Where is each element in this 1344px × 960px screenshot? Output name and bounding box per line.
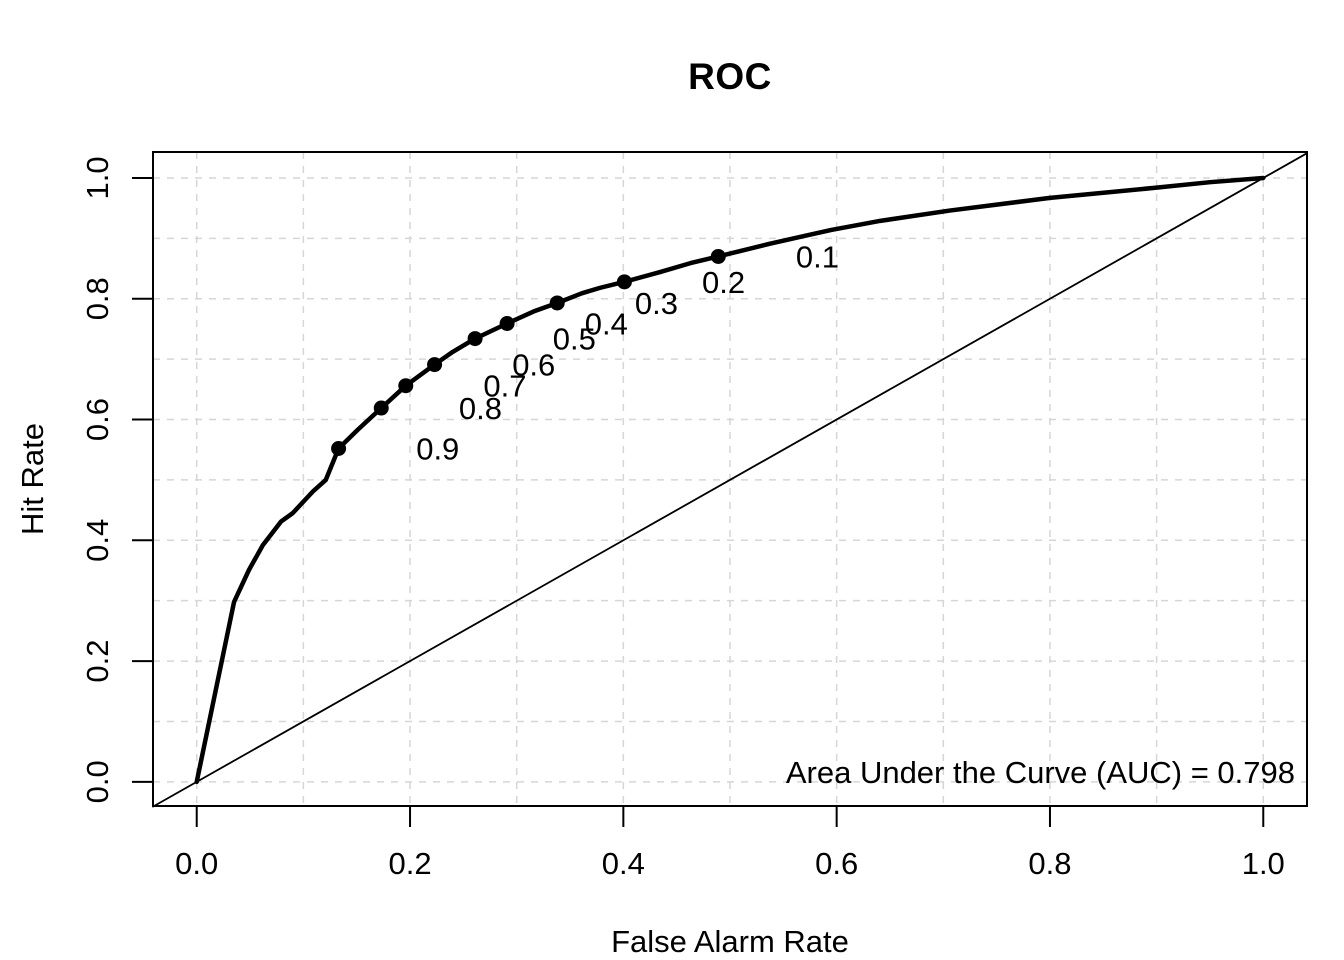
roc-threshold-label: 0.8 bbox=[459, 391, 502, 426]
chart-title: ROC bbox=[688, 56, 772, 97]
chance-line bbox=[152, 152, 1308, 808]
plot-border bbox=[152, 151, 1308, 807]
y-axis-tick-label: 1.0 bbox=[80, 156, 115, 199]
roc-threshold-point bbox=[427, 357, 443, 373]
roc-threshold-point bbox=[331, 441, 347, 457]
roc-threshold-label: 0.9 bbox=[416, 432, 459, 467]
x-axis-tick-label: 0.6 bbox=[815, 846, 858, 881]
y-axis-tick-label: 0.4 bbox=[80, 519, 115, 562]
roc-threshold-label: 0.1 bbox=[796, 239, 839, 274]
y-axis-title: Hit Rate bbox=[15, 423, 50, 535]
roc-threshold-label: 0.2 bbox=[702, 265, 745, 300]
roc-threshold-point bbox=[467, 331, 483, 347]
x-axis-title: False Alarm Rate bbox=[611, 924, 849, 959]
x-axis-tick-label: 0.0 bbox=[175, 846, 218, 881]
roc-threshold-point bbox=[398, 378, 414, 394]
roc-threshold-point bbox=[373, 400, 389, 416]
y-axis-tick-label: 0.6 bbox=[80, 398, 115, 441]
roc-threshold-label: 0.6 bbox=[512, 348, 555, 383]
roc-threshold-point bbox=[549, 295, 565, 311]
x-axis-tick-label: 0.4 bbox=[602, 846, 645, 881]
roc-threshold-label: 0.5 bbox=[553, 322, 596, 357]
roc-threshold-point bbox=[616, 274, 632, 290]
y-axis-tick-label: 0.8 bbox=[80, 277, 115, 320]
x-axis-tick-label: 1.0 bbox=[1242, 846, 1285, 881]
roc-threshold-label: 0.4 bbox=[585, 307, 628, 342]
x-axis-tick-label: 0.2 bbox=[388, 846, 431, 881]
x-axis-tick-label: 0.8 bbox=[1028, 846, 1071, 881]
roc-curve bbox=[194, 175, 1266, 785]
y-axis-tick-label: 0.0 bbox=[80, 760, 115, 803]
roc-threshold-label: 0.7 bbox=[483, 369, 526, 404]
roc-threshold-point bbox=[710, 248, 726, 264]
roc-threshold-point bbox=[499, 316, 515, 332]
roc-threshold-label: 0.3 bbox=[635, 286, 678, 321]
auc-annotation: Area Under the Curve (AUC) = 0.798 bbox=[785, 755, 1295, 790]
y-axis-tick-label: 0.2 bbox=[80, 640, 115, 683]
